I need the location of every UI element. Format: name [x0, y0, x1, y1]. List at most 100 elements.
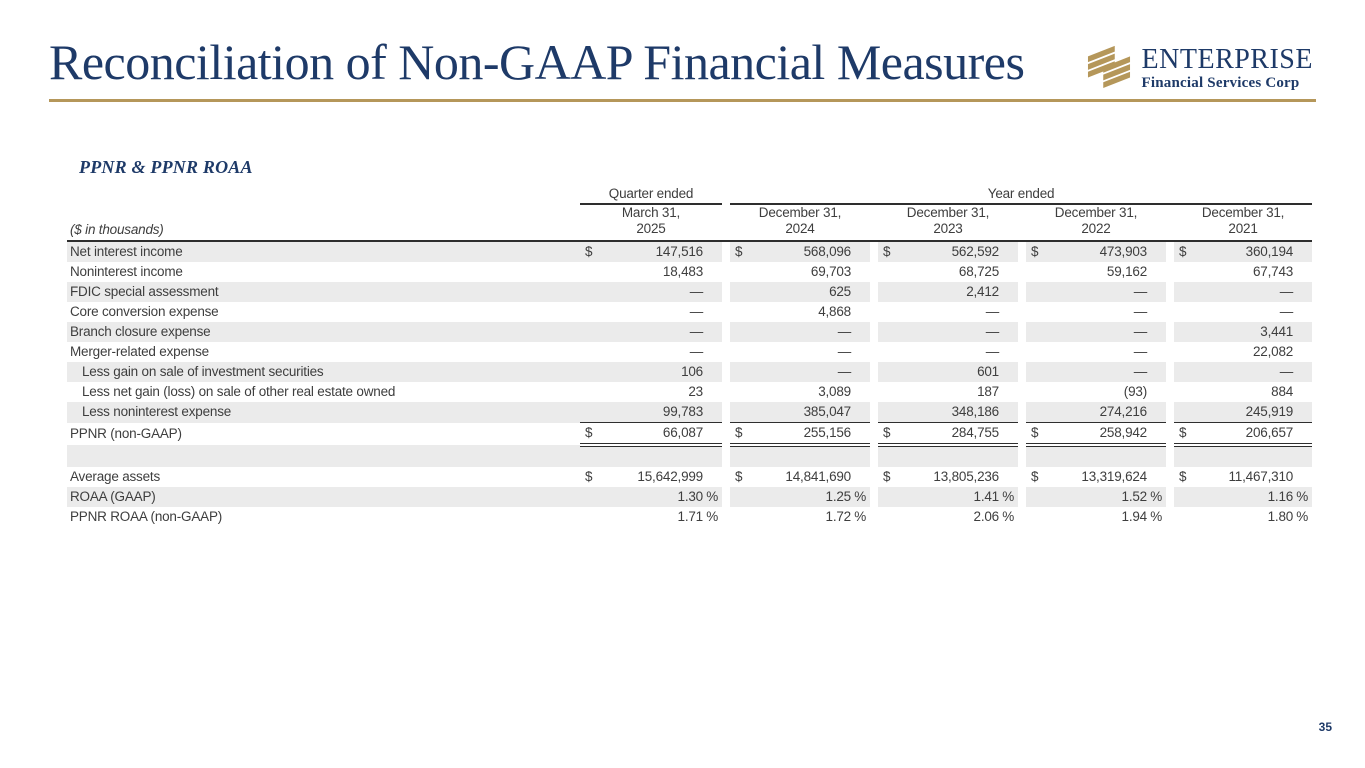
cell-value: 106	[580, 362, 722, 382]
cell-number: 625	[829, 284, 851, 299]
cell-value: 68,725	[878, 262, 1018, 282]
cell-value: 4,868	[730, 302, 870, 322]
cell-value: 59,162	[1026, 262, 1166, 282]
column-gutter	[1166, 422, 1174, 445]
period-year-ended: Year ended	[730, 185, 1313, 205]
table-row: Less gain on sale of investment securiti…	[67, 362, 1313, 382]
column-gutter	[1018, 382, 1026, 402]
row-label: ROAA (GAAP)	[67, 487, 580, 507]
cell-value: 23	[580, 382, 722, 402]
column-gutter	[1166, 445, 1174, 467]
cell-number: 884	[1271, 384, 1294, 399]
cell-value: $11,467,310	[1174, 467, 1312, 487]
cell-value: —	[1026, 302, 1166, 322]
cell-value: 99,783	[580, 402, 722, 423]
cell-value: 1.80%	[1174, 507, 1312, 527]
column-gutter	[722, 262, 730, 282]
cell-value: $473,903	[1026, 241, 1166, 262]
row-label: Less net gain (loss) on sale of other re…	[82, 384, 396, 399]
dollar-sign: $	[1031, 469, 1039, 484]
column-gutter	[1018, 302, 1026, 322]
column-gutter	[870, 241, 878, 262]
cell-value: 22,082	[1174, 342, 1312, 362]
cell-number: 3,441	[1260, 324, 1294, 339]
cell-value: —	[580, 322, 722, 342]
cell-number: —	[689, 284, 704, 299]
column-gutter	[722, 362, 730, 382]
column-gutter	[1018, 362, 1026, 382]
cell-number: 1.71	[677, 509, 704, 524]
cell-number: 15,642,999	[637, 469, 703, 484]
cell-number: 348,186	[951, 404, 1000, 419]
reconciliation-table: Quarter ended Year ended ($ in thousands…	[67, 185, 1313, 527]
cell-value: 385,047	[730, 402, 870, 423]
dollar-sign: $	[585, 244, 593, 259]
column-gutter	[870, 422, 878, 445]
cell-number: 67,743	[1252, 264, 1294, 279]
column-gutter	[1018, 204, 1026, 242]
cell-number: 22,082	[1252, 344, 1294, 359]
cell-number: 23	[688, 384, 703, 399]
cell-number: 284,755	[951, 425, 1000, 440]
percent-sign: %	[854, 489, 866, 504]
column-gutter	[722, 445, 730, 467]
cell-value: 1.72%	[730, 507, 870, 527]
dollar-sign: $	[735, 425, 743, 440]
column-gutter	[722, 507, 730, 527]
column-gutter	[1166, 302, 1174, 322]
row-label	[67, 445, 580, 467]
cell-value: 1.71%	[580, 507, 722, 527]
cell-number: —	[689, 344, 704, 359]
cell-value: 2.06%	[878, 507, 1018, 527]
cell-value	[580, 445, 722, 467]
cell-value: $66,087	[580, 422, 722, 447]
column-gutter	[722, 302, 730, 322]
column-gutter	[1166, 204, 1174, 242]
cell-value: $258,942	[1026, 422, 1166, 447]
cell-value: 1.52%	[1026, 487, 1166, 507]
column-gutter	[722, 204, 730, 242]
column-gutter	[1166, 467, 1174, 487]
gold-divider	[49, 99, 1316, 102]
cell-value: $14,841,690	[730, 467, 870, 487]
column-gutter	[1166, 282, 1174, 302]
percent-sign: %	[1150, 489, 1162, 504]
row-label: PPNR (non-GAAP)	[70, 425, 182, 441]
dollar-sign: $	[585, 469, 593, 484]
section-heading: PPNR & PPNR ROAA	[79, 157, 253, 177]
percent-sign: %	[706, 509, 718, 524]
cell-number: —	[1279, 284, 1294, 299]
cell-number: (93)	[1123, 384, 1147, 399]
empty-cell	[67, 185, 580, 204]
cell-value: 1.16%	[1174, 487, 1313, 507]
dollar-sign: $	[1179, 469, 1187, 484]
table-row: Less noninterest expense 99,783 385,047 348…	[67, 402, 1313, 423]
cell-value: $147,516	[580, 241, 722, 262]
column-gutter	[722, 422, 730, 445]
cell-number: 1.25	[825, 489, 852, 504]
column-gutter	[870, 362, 878, 382]
cell-number: —	[837, 364, 852, 379]
cell-number: —	[985, 324, 1000, 339]
column-gutter	[870, 342, 878, 362]
column-gutter	[722, 241, 730, 262]
cell-value: 1.30%	[580, 487, 722, 507]
column-gutter	[1166, 342, 1174, 362]
cell-value: —	[580, 282, 722, 302]
column-gutter	[1018, 445, 1026, 467]
cell-number: 18,483	[662, 264, 703, 279]
page-number: 35	[1318, 720, 1332, 734]
cell-number: 1.94	[1121, 509, 1148, 524]
percent-sign: %	[1296, 509, 1309, 524]
cell-number: 385,047	[803, 404, 852, 419]
column-header-2022: December 31, 2022	[1026, 204, 1166, 242]
cell-value: $562,592	[878, 241, 1018, 262]
cell-number: 255,156	[803, 425, 852, 440]
column-header-2025: March 31, 2025	[580, 204, 722, 242]
cell-value	[730, 445, 870, 467]
dollar-sign: $	[1179, 244, 1187, 259]
column-gutter	[1166, 241, 1174, 262]
row-label: Less noninterest expense	[67, 402, 580, 423]
cell-value: 2,412	[878, 282, 1018, 302]
